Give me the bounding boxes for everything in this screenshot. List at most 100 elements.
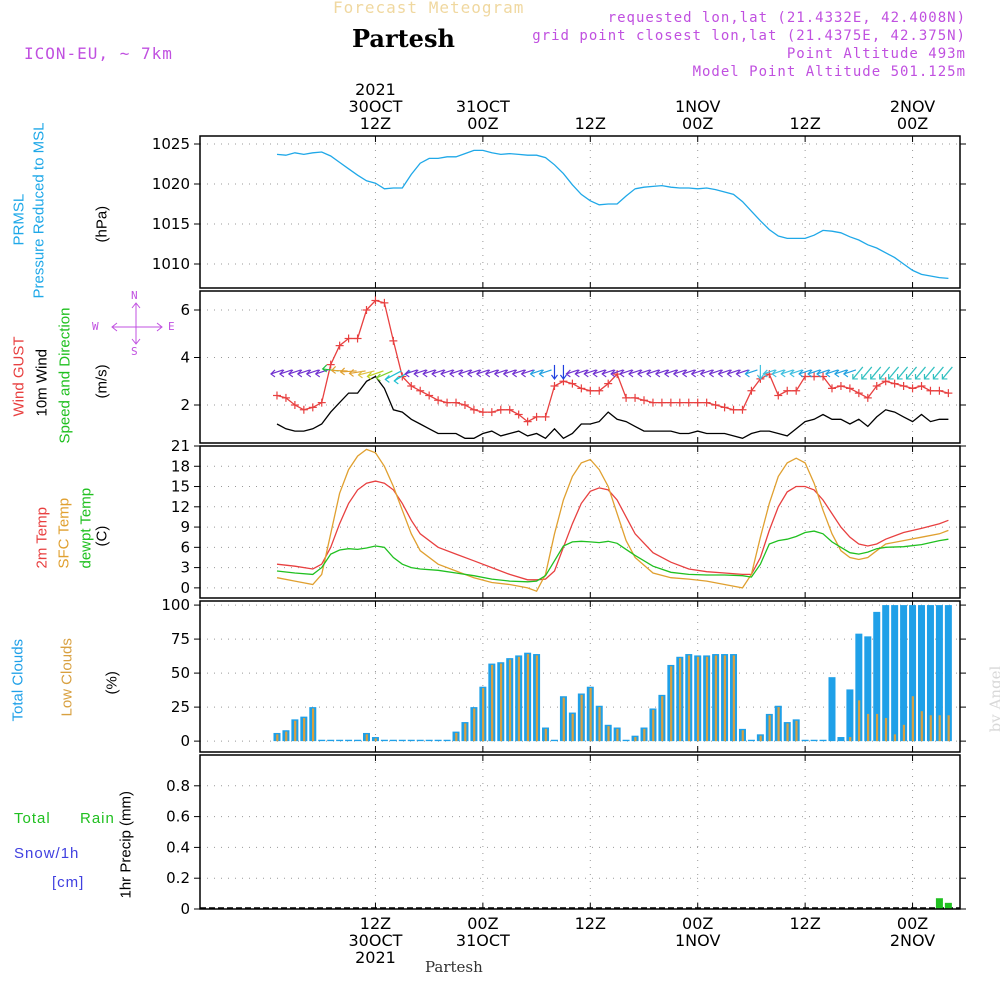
wind-arrow [530, 369, 543, 375]
wind-arrow-head [422, 369, 428, 378]
wind-arrow-head [897, 373, 903, 380]
wind-arrow-head [825, 369, 831, 378]
wind-arrow-head [699, 369, 706, 378]
wind-arrow-head [726, 369, 732, 378]
wind-arrow [458, 369, 472, 375]
total-cloud-bar [855, 633, 863, 742]
pressure-line [276, 149, 949, 280]
wind-arrow-head [404, 369, 410, 378]
y-tick-label: 15 [171, 478, 190, 496]
wind-arrow [888, 366, 900, 380]
wind-arrow-head [574, 369, 580, 378]
low-cloud-bar [473, 708, 476, 742]
wind-arrow-head [681, 369, 688, 378]
top-axis-label: 00Z [467, 114, 498, 133]
low-cloud-bar [544, 728, 547, 742]
p5-label-cm: [cm] [52, 874, 85, 891]
wind-arrow-head [756, 374, 764, 380]
compass-s: S [131, 345, 138, 358]
rain-bar [935, 898, 943, 909]
wind-arrow [602, 369, 615, 375]
wind-arrow-head [905, 373, 912, 380]
wind-arrow-head [502, 369, 509, 378]
total-cloud-bar [944, 605, 952, 742]
wind-arrow [915, 366, 926, 380]
wind-arrow [575, 369, 588, 375]
wind-arrow-head [619, 369, 625, 378]
wind-arrow [834, 369, 848, 375]
wind-arrow [646, 369, 660, 375]
wind-arrow-head [789, 369, 795, 378]
panel-frame [199, 600, 961, 753]
low-cloud-bar [517, 656, 521, 742]
wind-arrow-head [484, 369, 491, 378]
low-cloud-bar [705, 656, 709, 742]
wind-arrow-head [610, 369, 616, 378]
wind-arrow-head [375, 373, 381, 382]
wind-arrow [798, 369, 812, 375]
wind-arrow-head [413, 369, 419, 378]
low-cloud-bar [732, 655, 735, 742]
wind-arrow-head [923, 373, 930, 380]
total-cloud-bar [407, 739, 415, 742]
y-tick-label: 2 [180, 396, 190, 414]
wind-arrow [593, 369, 606, 375]
top-axis-label: 31OCT [456, 97, 510, 116]
y-tick-label: 12 [171, 498, 190, 516]
wind-arrow-head [879, 373, 885, 380]
low-cloud-bar [634, 737, 637, 742]
wind-arrow [503, 369, 516, 375]
rain-bar [944, 902, 952, 909]
total-cloud-bar [389, 739, 397, 742]
temp-sfc-line [276, 448, 949, 593]
wind-arrow-head [493, 369, 500, 378]
total-cloud-bar [864, 636, 872, 742]
total-cloud-bar [380, 739, 388, 742]
wind-arrow-head [735, 369, 741, 378]
wind-arrow [521, 369, 534, 375]
low-cloud-bar [285, 731, 288, 742]
low-cloud-bar [687, 655, 691, 742]
low-cloud-bar [670, 666, 673, 742]
temp-2m-line [276, 480, 949, 581]
wind-arrow-head [744, 369, 750, 378]
low-cloud-bar [571, 713, 574, 742]
total-cloud-bar [416, 739, 424, 742]
temp-dewpt-line [276, 530, 949, 583]
wind-arrow-head [366, 372, 372, 380]
wind-arrow-head [305, 369, 312, 378]
wind-arrow [270, 369, 284, 375]
wind-arrow [932, 366, 944, 380]
y-tick-label: 1015 [152, 215, 190, 233]
y-tick-label: 6 [180, 538, 190, 556]
wind-arrow [584, 369, 597, 375]
wind-arrow [494, 369, 507, 375]
wind-arrow-head [690, 369, 697, 378]
wind-arrow [566, 369, 579, 375]
wind-arrow [691, 369, 704, 375]
total-cloud-bar [926, 605, 934, 742]
wind-arrow [637, 369, 651, 375]
low-cloud-bar [714, 655, 718, 742]
bottom-axis-label: 31OCT [456, 931, 510, 950]
wind-arrow [745, 369, 758, 375]
total-cloud-bar [846, 689, 854, 742]
y-tick-label: 18 [171, 457, 190, 475]
y-tick-label: 0.4 [166, 838, 190, 856]
compass-e: E [168, 320, 175, 333]
wind-arrow-head [771, 369, 777, 378]
model-label: ICON-EU, ~ 7km [24, 44, 173, 63]
wind-arrow [340, 370, 357, 373]
low-cloud-bar [491, 664, 494, 742]
total-cloud-bar [747, 739, 755, 742]
low-cloud-bar [276, 734, 279, 742]
top-axis-label: 12Z [575, 114, 606, 133]
bottom-caption: Partesh [425, 958, 483, 976]
low-cloud-bar [365, 734, 368, 742]
bottom-axis-label: 2021 [355, 948, 396, 967]
wind-arrow-head [807, 369, 813, 378]
wind-arrow [673, 369, 687, 375]
wind-arrow [431, 369, 445, 375]
wind-arrow-head [559, 374, 567, 380]
top-axis-label: 2NOV [890, 97, 935, 116]
